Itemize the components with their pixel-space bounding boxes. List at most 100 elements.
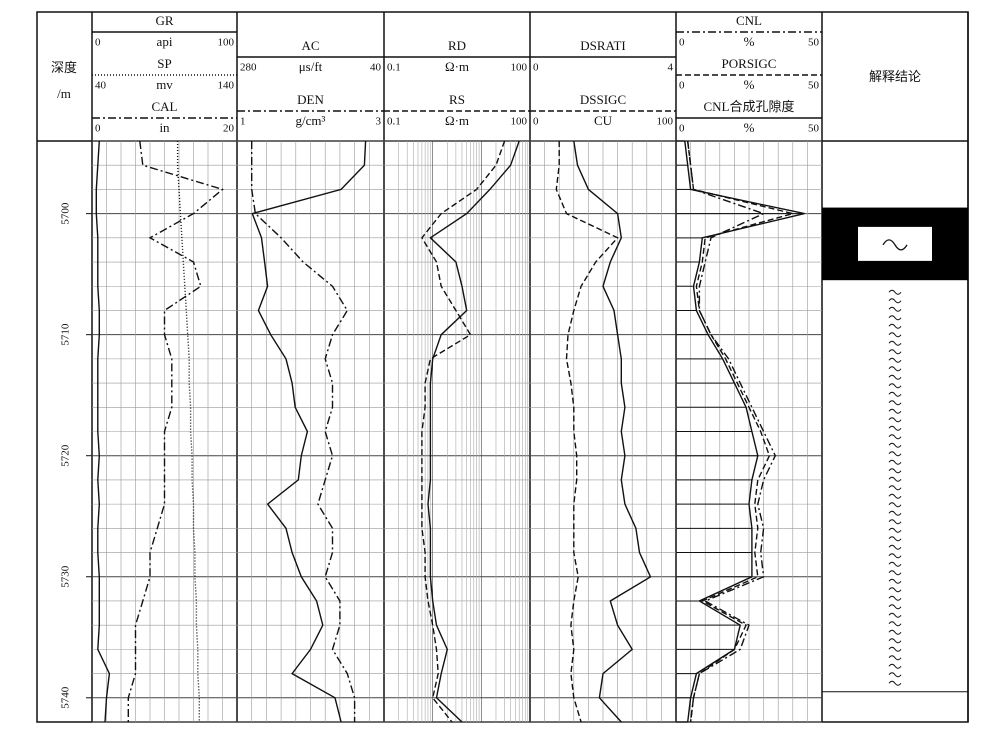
interval-symbol [888,340,902,346]
curve-name: DSSIGC [580,92,626,107]
y-tick-label: 5730 [60,565,72,588]
log-curve [251,141,356,722]
interval-symbol [882,239,908,251]
interval-symbol [888,298,902,304]
scale-max: 50 [808,37,820,49]
scale-max: 50 [808,80,820,92]
scale-unit: mv [156,77,173,92]
interval-symbol [888,451,902,457]
interval-symbol [888,425,902,431]
depth-title: 深度 [51,60,77,75]
scale-unit: api [157,34,173,49]
scale-min: 0 [679,37,685,49]
interval-symbol [888,553,902,559]
interval-symbol [888,374,902,380]
interval-symbol [888,570,902,576]
scale-min: 0 [95,123,101,135]
interval-symbol [888,366,902,372]
interval-symbol [888,527,902,533]
interval-symbol [888,383,902,389]
interval-symbol [888,612,902,618]
interval-symbol [888,357,902,363]
scale-unit: g/cm³ [296,113,326,128]
scale-min: 0 [95,37,101,49]
interval-symbol [888,510,902,516]
interval-symbol [888,442,902,448]
scale-unit: % [744,34,755,49]
scale-unit: Ω·m [445,59,469,74]
curve-name: DSRATI [580,38,626,53]
interval-symbol [888,315,902,321]
interval-symbol [888,476,902,482]
scale-min: 280 [240,62,257,74]
interval-symbol [888,629,902,635]
interval-symbol [888,459,902,465]
interval-symbol [888,655,902,661]
scale-min: 0.1 [387,116,401,128]
scale-unit: % [744,77,755,92]
log-curve [555,141,619,723]
scale-min: 0 [533,62,539,74]
interval-symbol [888,587,902,593]
interval-symbol [888,663,902,669]
interval-symbol [888,672,902,678]
curve-name: CAL [152,99,178,114]
log-curve [251,140,367,723]
interval-symbol [888,349,902,355]
scale-max: 40 [370,62,382,74]
interval-symbol [888,468,902,474]
log-curve [421,140,506,723]
interval-symbol [888,621,902,627]
interval-symbol [888,434,902,440]
scale-unit: μs/ft [299,59,323,74]
y-tick-label: 5720 [60,444,72,467]
scale-unit: Ω·m [445,113,469,128]
interval-symbol [888,561,902,567]
curve-name: DEN [297,92,324,107]
curve-name: RS [449,92,465,107]
interval-symbol [888,493,902,499]
y-tick-label: 5740 [60,686,72,709]
interval-symbol [888,417,902,423]
interval-symbol [888,485,902,491]
interval-symbol [888,408,902,414]
interval-symbol [888,604,902,610]
interval-symbol [888,519,902,525]
log-curve [427,140,520,723]
scale-min: 0.1 [387,62,401,74]
interval-symbol [888,306,902,312]
interval-symbol [888,332,902,338]
curve-name: PORSIGC [722,56,777,71]
scale-max: 100 [657,116,674,128]
scale-max: 3 [376,116,382,128]
log-curve [687,140,777,723]
curve-name: GR [155,13,173,28]
curve-name: SP [157,56,171,71]
scale-max: 100 [511,62,528,74]
interval-symbol [888,391,902,397]
scale-max: 100 [218,37,235,49]
scale-unit: % [744,120,755,135]
scale-max: 140 [218,80,235,92]
scale-min: 1 [240,116,246,128]
scale-max: 20 [223,123,235,135]
log-curve [95,140,111,723]
interval-symbol [888,323,902,329]
interval-symbol [888,400,902,406]
scale-max: 50 [808,123,820,135]
depth-unit: /m [57,86,71,101]
scale-unit: in [159,120,170,135]
interpretation-title: 解释结论 [869,69,921,84]
scale-min: 0 [679,123,685,135]
log-curve [127,140,224,722]
scale-max: 100 [511,116,528,128]
interval-symbol [888,289,902,295]
curve-name: RD [448,38,466,53]
log-curve [687,140,796,723]
log-curve [176,141,200,722]
y-tick-label: 5710 [60,323,72,346]
interval-symbol [888,578,902,584]
log-curve [573,140,652,723]
curve-name: CNL合成孔隙度 [703,99,794,114]
